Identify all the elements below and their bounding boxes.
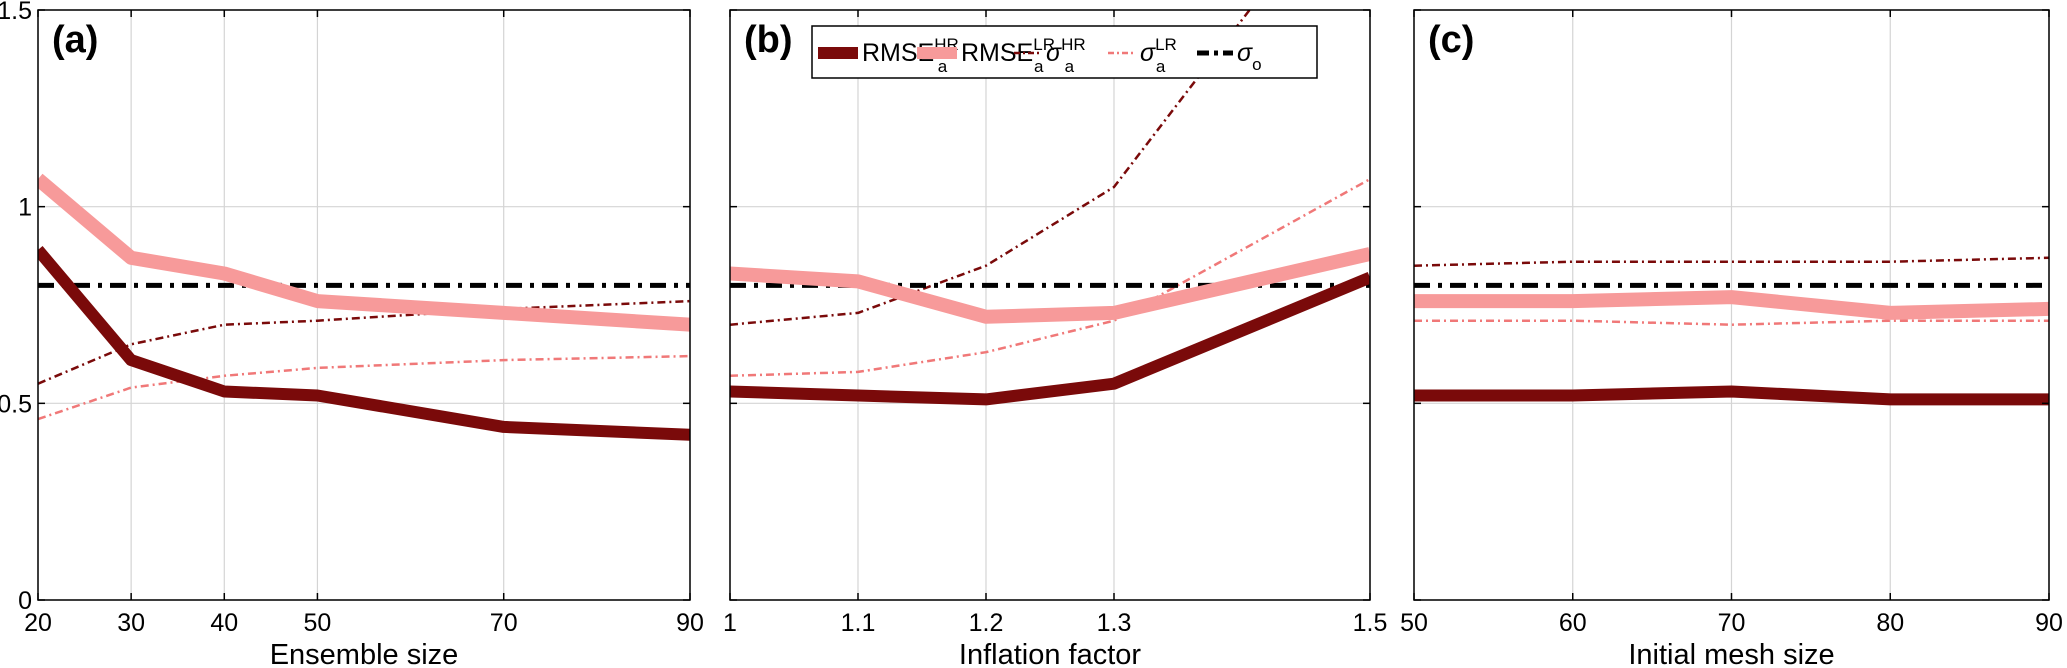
series-line-rmse-hr (38, 246, 690, 441)
series-line-sigma-hr (1414, 256, 2049, 267)
x-tick-label: 50 (1400, 609, 1428, 637)
series-group (730, 10, 1370, 406)
panel-label: (c) (1428, 19, 1474, 61)
x-tick-label: 60 (1559, 609, 1587, 637)
axes-box (729, 9, 1371, 601)
y-tick-label: 0.5 (0, 390, 32, 418)
x-tick-label: 1.1 (841, 609, 876, 637)
x-axis-title: Inflation factor (959, 639, 1141, 668)
x-tick-label: 1.5 (1353, 609, 1388, 637)
x-axis-title: Initial mesh size (1628, 639, 1834, 668)
y-tick-label: 1 (18, 194, 32, 222)
series-line-rmse-lr (38, 173, 690, 332)
legend-label-main: σ (1046, 39, 1062, 67)
series-line-sigma-lr (38, 354, 690, 421)
x-tick-label: 70 (1718, 609, 1746, 637)
legend-label-sub: a (1034, 57, 1044, 76)
series-line-sigma-lr (730, 178, 1370, 378)
series-line-sigma-hr (730, 10, 1252, 326)
series-group (38, 173, 690, 441)
legend-label-sup: HR (1061, 35, 1086, 54)
legend-label-rmse-lr: RMSELR a (961, 35, 1055, 76)
panel-c: 50 60 70 80 90 Initial mesh size (c) (1400, 9, 2063, 668)
x-tick-label: 40 (210, 609, 238, 637)
legend-label-sigma-lr: σLR a (1140, 35, 1177, 76)
x-tick-label: 1.2 (969, 609, 1004, 637)
series-line-rmse-lr (730, 247, 1370, 324)
x-tick-label: 50 (304, 609, 332, 637)
series-line-rmse-hr (1414, 385, 2049, 406)
legend-label-sub: a (1065, 57, 1075, 76)
legend-label-main: σ (1140, 39, 1156, 67)
legend: RMSEHR a RMSELR a σHR a σLR a σo (811, 25, 1318, 79)
x-tick-label: 90 (2035, 609, 2063, 637)
legend-label-main: σ (1237, 39, 1253, 67)
legend-label-main: RMSE (961, 39, 1033, 67)
x-tick-label: 90 (676, 609, 704, 637)
y-tick-label: 0 (18, 587, 32, 615)
panel-label: (b) (744, 19, 793, 61)
legend-label-sup: LR (1033, 35, 1055, 54)
x-axis-title: Ensemble size (270, 639, 459, 668)
legend-label-sub: a (1156, 57, 1166, 76)
panel-label: (a) (52, 19, 98, 61)
axes-box (37, 9, 691, 601)
x-tick-label: 1 (723, 609, 737, 637)
legend-label-sigma-hr: σHR a (1046, 35, 1086, 76)
legend-label-sigma-o: σo (1237, 39, 1262, 74)
series-group (1414, 256, 2049, 406)
legend-label-sub: o (1252, 55, 1261, 74)
x-tick-label: 1.3 (1097, 609, 1132, 637)
x-tick-label: 20 (24, 609, 52, 637)
series-line-rmse-lr (1414, 290, 2049, 320)
x-tick-label: 70 (490, 609, 518, 637)
x-tick-label: 30 (117, 609, 145, 637)
y-tick-label: 1.5 (0, 0, 32, 25)
panel-a: 20 30 40 50 70 90 0 0.5 1 1.5 Ensemble size (a) (0, 0, 704, 668)
legend-label-sub: a (938, 57, 948, 76)
x-tick-label: 80 (1876, 609, 1904, 637)
series-line-sigma-lr (1414, 319, 2049, 326)
legend-label-sup: LR (1155, 35, 1177, 54)
series-line-rmse-hr (730, 271, 1370, 406)
